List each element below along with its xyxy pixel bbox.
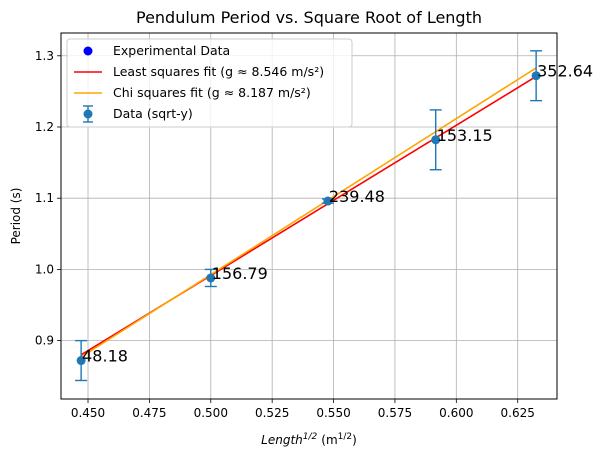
x-tick-label: 0.500: [194, 406, 228, 420]
y-tick-label: 0.9: [35, 334, 54, 348]
legend-marker-errorbar: [83, 105, 93, 123]
point-label: 48.18: [82, 347, 128, 366]
point-label: 156.79: [212, 264, 268, 283]
chart-title: Pendulum Period vs. Square Root of Lengt…: [136, 8, 482, 27]
y-tick-label: 1.0: [35, 262, 54, 276]
legend: Experimental Data Least squares fit (g ≈…: [66, 38, 353, 128]
data-point: [206, 273, 216, 283]
y-axis-label: Period (s): [9, 188, 23, 245]
x-tick-label: 0.600: [439, 406, 473, 420]
y-tick-label: 1.2: [35, 120, 54, 134]
y-ticks: 0.9 1.0 1.1 1.2 1.3: [35, 49, 61, 348]
data-points: [76, 71, 541, 366]
x-tick-label: 0.475: [132, 406, 166, 420]
x-tick-label: 0.625: [501, 406, 535, 420]
x-ticks: 0.450 0.475 0.500 0.525 0.550 0.575 0.600 0.625: [71, 399, 535, 420]
x-tick-label: 0.550: [316, 406, 350, 420]
fit-line: [80, 67, 537, 358]
x-axis-label: Length1/2 (m1/2): [261, 432, 357, 447]
legend-label-data-sqrt-y: Data (sqrt-y): [113, 106, 193, 121]
point-label: 352.64: [537, 62, 593, 81]
point-label: 239.48: [329, 187, 385, 206]
x-tick-label: 0.575: [378, 406, 412, 420]
legend-box: [66, 38, 353, 128]
point-annotations: 48.18 156.79 239.48 153.15 352.64: [82, 62, 593, 366]
legend-label-least-squares: Least squares fit (g ≈ 8.546 m/s²): [113, 64, 324, 79]
point-label: 153.15: [437, 126, 493, 145]
axes-frame: [60, 32, 558, 400]
legend-label-experimental: Experimental Data: [113, 43, 230, 58]
y-tick-label: 1.3: [35, 49, 54, 63]
data-point: [431, 135, 441, 145]
fit-lines: [80, 67, 537, 358]
data-point: [76, 356, 86, 366]
legend-marker-experimental: [83, 46, 93, 56]
x-tick-label: 0.450: [71, 406, 105, 420]
data-point: [531, 71, 541, 81]
x-tick-label: 0.525: [255, 406, 289, 420]
y-tick-label: 1.1: [35, 191, 54, 205]
legend-label-chi-squares: Chi squares fit (g ≈ 8.187 m/s²): [113, 85, 311, 100]
data-point: [323, 196, 333, 206]
